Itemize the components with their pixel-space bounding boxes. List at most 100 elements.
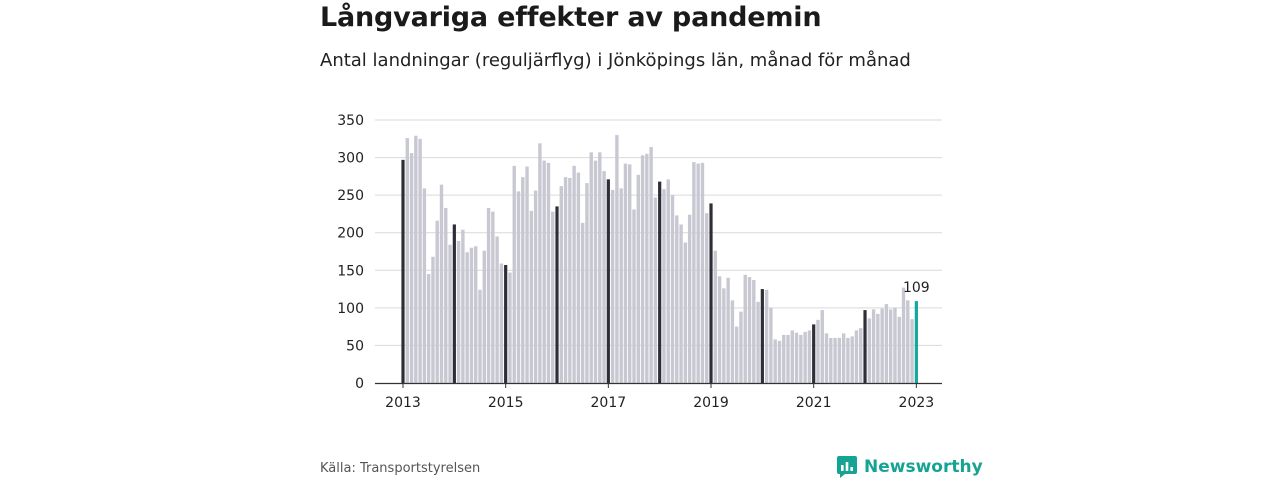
bar xyxy=(632,209,636,383)
bar xyxy=(734,326,739,383)
bars xyxy=(401,135,918,383)
bar-latest xyxy=(914,301,918,383)
bar xyxy=(563,177,568,383)
bar xyxy=(499,263,504,383)
bar xyxy=(482,250,486,383)
y-tick-label: 300 xyxy=(337,151,364,167)
bar xyxy=(598,152,602,383)
bar xyxy=(769,307,773,383)
bar xyxy=(585,183,589,383)
bar xyxy=(426,274,431,383)
bar xyxy=(623,163,628,383)
bar xyxy=(645,153,649,383)
bar xyxy=(876,313,880,383)
bar xyxy=(730,300,735,383)
bar xyxy=(405,138,409,383)
bar xyxy=(636,174,640,383)
bar-january xyxy=(760,289,764,383)
bar xyxy=(871,309,876,383)
bar xyxy=(456,240,461,383)
bar xyxy=(893,307,897,383)
source-note: Källa: Transportstyrelsen xyxy=(320,461,481,476)
bar xyxy=(418,138,422,383)
y-tick-label: 150 xyxy=(337,263,364,279)
bar xyxy=(525,166,529,383)
x-tick-label: 2023 xyxy=(899,395,935,411)
bar xyxy=(824,333,829,383)
bar xyxy=(465,252,469,383)
bar xyxy=(679,224,683,383)
bar xyxy=(743,274,747,383)
bar xyxy=(469,247,474,383)
bar xyxy=(529,210,534,383)
bar xyxy=(538,143,542,383)
bar xyxy=(546,162,551,383)
annotations: 109 xyxy=(903,280,930,296)
bar xyxy=(409,153,414,383)
bar xyxy=(559,186,563,383)
bar-january xyxy=(658,181,662,383)
bar xyxy=(790,330,794,383)
bar xyxy=(794,332,799,383)
latest-value-label: 109 xyxy=(903,280,930,296)
bar xyxy=(431,256,435,383)
bar xyxy=(799,334,803,383)
bar xyxy=(444,207,448,383)
y-tick-label: 350 xyxy=(337,113,364,129)
bar xyxy=(752,280,756,383)
bar xyxy=(884,304,889,383)
y-tick-label: 200 xyxy=(337,226,364,242)
x-tick-label: 2019 xyxy=(693,395,729,411)
bar xyxy=(478,289,482,383)
bar xyxy=(516,191,521,383)
bar xyxy=(700,162,705,383)
x-tick-label: 2021 xyxy=(796,395,832,411)
bar xyxy=(662,189,666,383)
bar xyxy=(580,222,585,383)
bar xyxy=(786,334,790,383)
bar xyxy=(782,334,786,383)
bar xyxy=(486,207,491,383)
bar xyxy=(474,246,478,383)
bar xyxy=(888,309,893,383)
bar xyxy=(739,311,743,383)
y-tick-label: 100 xyxy=(337,301,364,317)
bar xyxy=(880,308,884,383)
bar xyxy=(572,165,576,383)
bar xyxy=(850,336,854,383)
bar xyxy=(696,163,700,383)
bar xyxy=(422,188,427,383)
bar xyxy=(705,213,709,383)
bar xyxy=(773,339,777,383)
bar xyxy=(829,337,833,383)
brand-name: Newsworthy xyxy=(864,457,983,477)
bar xyxy=(820,310,824,383)
bar xyxy=(756,301,760,383)
bar xyxy=(666,179,670,383)
bar xyxy=(491,211,495,383)
bar-january xyxy=(555,206,559,383)
bar xyxy=(675,215,679,383)
y-axis-ticks: 0 50 100 150 200 250 300 350 xyxy=(337,113,364,392)
bar-january xyxy=(504,265,508,383)
bar xyxy=(495,236,499,383)
y-tick-label: 50 xyxy=(346,338,364,354)
bar-january xyxy=(863,310,867,383)
x-tick-label: 2013 xyxy=(385,395,421,411)
bar xyxy=(508,272,512,383)
bar xyxy=(837,337,842,383)
bar xyxy=(841,333,846,383)
bar xyxy=(439,184,444,383)
bar-january xyxy=(401,159,405,383)
bar xyxy=(833,337,837,383)
bar xyxy=(687,214,692,383)
x-tick-label: 2015 xyxy=(488,395,524,411)
bar xyxy=(692,162,696,383)
bar-january xyxy=(709,203,713,383)
bar xyxy=(867,318,871,383)
x-tick-label: 2017 xyxy=(591,395,627,411)
y-tick-label: 250 xyxy=(337,188,364,204)
brand-logo[interactable]: Newsworthy xyxy=(836,455,983,479)
bar xyxy=(512,165,516,383)
